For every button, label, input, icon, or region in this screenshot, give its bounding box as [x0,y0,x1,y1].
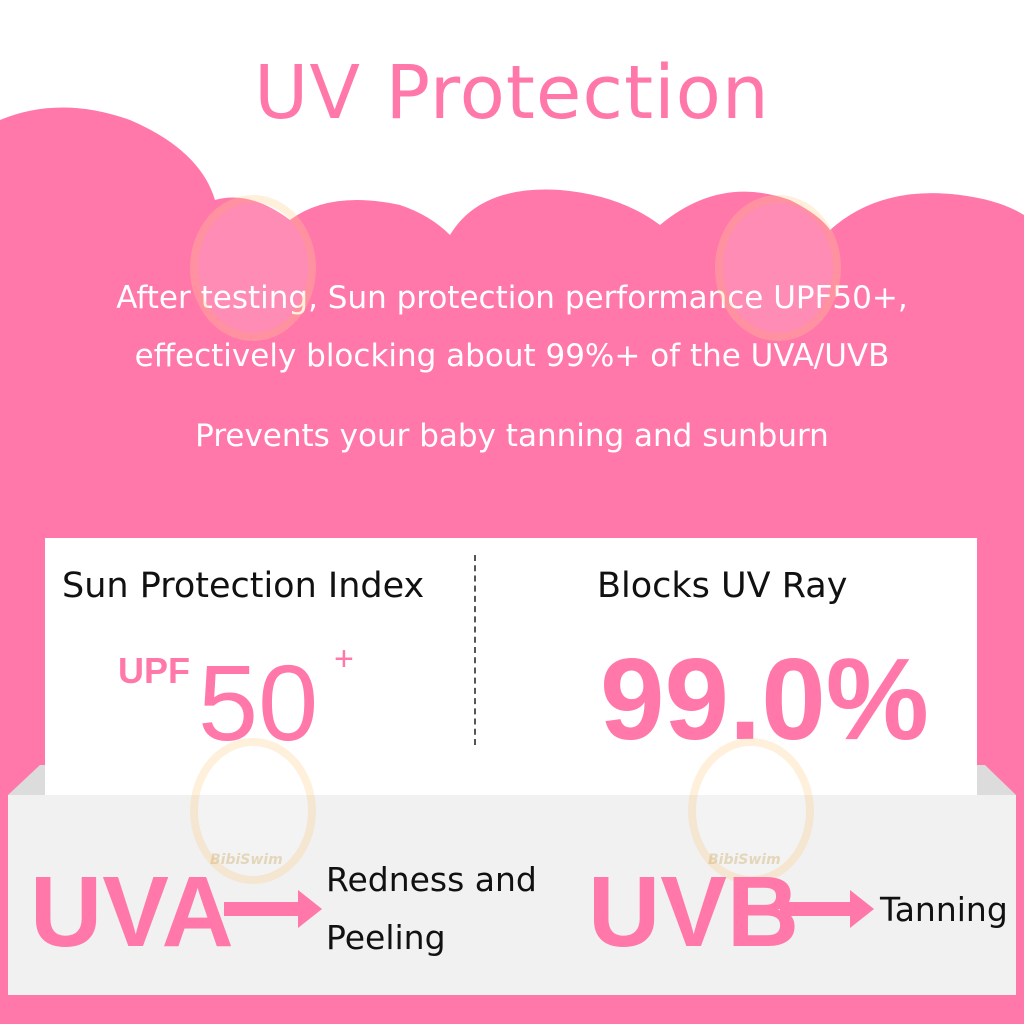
intro-line-2: effectively blocking about 99%+ of the U… [134,338,890,374]
watermark-logo [688,738,814,884]
watermark-logo [190,195,316,341]
uva-label: UVA [30,856,234,968]
intro-line-1: After testing, Sun protection performanc… [116,280,908,316]
sun-protection-index-label: Sun Protection Index [62,566,425,606]
page-title: UV Protection [254,50,770,136]
watermark-text: BibiSwim [708,852,781,868]
arrow-right-icon [224,890,322,928]
watermark-logo [715,195,841,341]
watermark-logo [190,738,316,884]
stats-divider [474,555,476,745]
watermark-text: BibiSwim [210,852,283,868]
upf-suffix: + [334,640,354,678]
uva-effect-line-2: Peeling [326,918,446,957]
uvb-label: UVB [588,856,800,968]
stats-card [45,538,977,808]
uvb-effect: Tanning [880,890,1008,929]
blocks-uv-label: Blocks UV Ray [597,566,848,606]
upf-prefix: UPF [118,650,190,691]
intro-line-3: Prevents your baby tanning and sunburn [195,418,829,454]
uva-effect-line-1: Redness and [326,860,537,899]
arrow-right-icon [780,890,874,928]
effects-tray [8,795,1016,995]
